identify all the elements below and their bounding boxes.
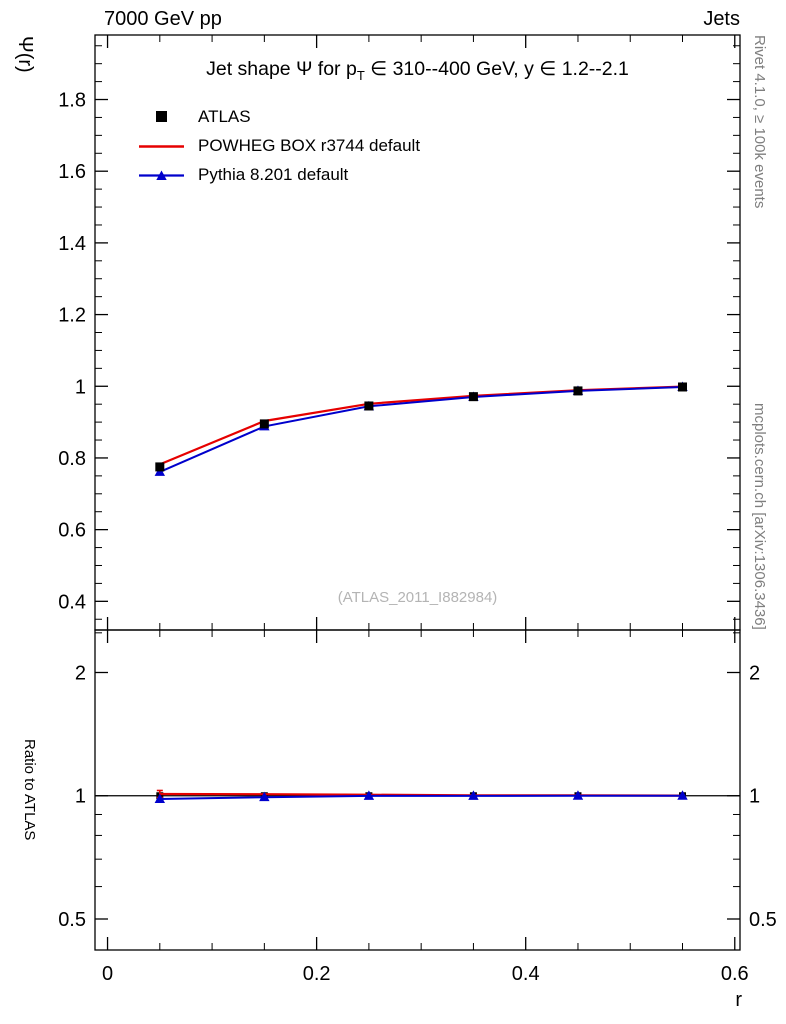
analysis-id-watermark: (ATLAS_2011_I882984)	[337, 589, 498, 606]
svg-text:0: 0	[102, 963, 113, 985]
mcplots-arxiv-note: mcplots.cern.ch [arXiv:1306.3436]	[751, 403, 768, 630]
legend-label-atlas: ATLAS	[198, 107, 251, 126]
plot-title-post: ∈ 310--400 GeV, y ∈ 1.2--2.1	[364, 58, 629, 80]
ratio-y-axis-label: Ratio to ATLAS	[21, 739, 38, 841]
beam-energy-header: 7000 GeV pp	[104, 8, 222, 30]
svg-text:1: 1	[75, 376, 86, 398]
svg-text:0.5: 0.5	[58, 909, 86, 931]
svg-text:1.4: 1.4	[58, 233, 86, 255]
plot-title: Jet shape Ψ for pT ∈ 310--400 GeV, y ∈ 1…	[95, 57, 740, 83]
legend-label-powheg: POWHEG BOX r3744 default	[198, 136, 421, 155]
x-axis-label: r	[735, 989, 742, 1011]
svg-text:0.2: 0.2	[303, 963, 331, 985]
svg-text:2: 2	[749, 662, 760, 684]
plot-title-pre: Jet shape Ψ for p	[206, 58, 357, 80]
legend-label-pythia: Pythia 8.201 default	[198, 165, 349, 184]
svg-text:0.6: 0.6	[721, 963, 749, 985]
svg-text:1.8: 1.8	[58, 90, 86, 112]
analysis-topic-header: Jets	[703, 8, 740, 30]
svg-text:1: 1	[75, 786, 86, 808]
svg-text:1.2: 1.2	[58, 305, 86, 327]
rivet-version-note: Rivet 4.1.0, ≥ 100k events	[751, 35, 768, 209]
svg-text:0.4: 0.4	[58, 591, 86, 613]
svg-text:1.6: 1.6	[58, 161, 86, 183]
pt-subscript: T	[356, 67, 365, 83]
svg-text:1: 1	[749, 786, 760, 808]
svg-text:0.5: 0.5	[749, 909, 777, 931]
svg-text:0.6: 0.6	[58, 520, 86, 542]
y-axis-label: Ψ(r)	[14, 36, 36, 73]
svg-text:0.8: 0.8	[58, 448, 86, 470]
svg-text:0.4: 0.4	[512, 963, 540, 985]
svg-text:2: 2	[75, 662, 86, 684]
